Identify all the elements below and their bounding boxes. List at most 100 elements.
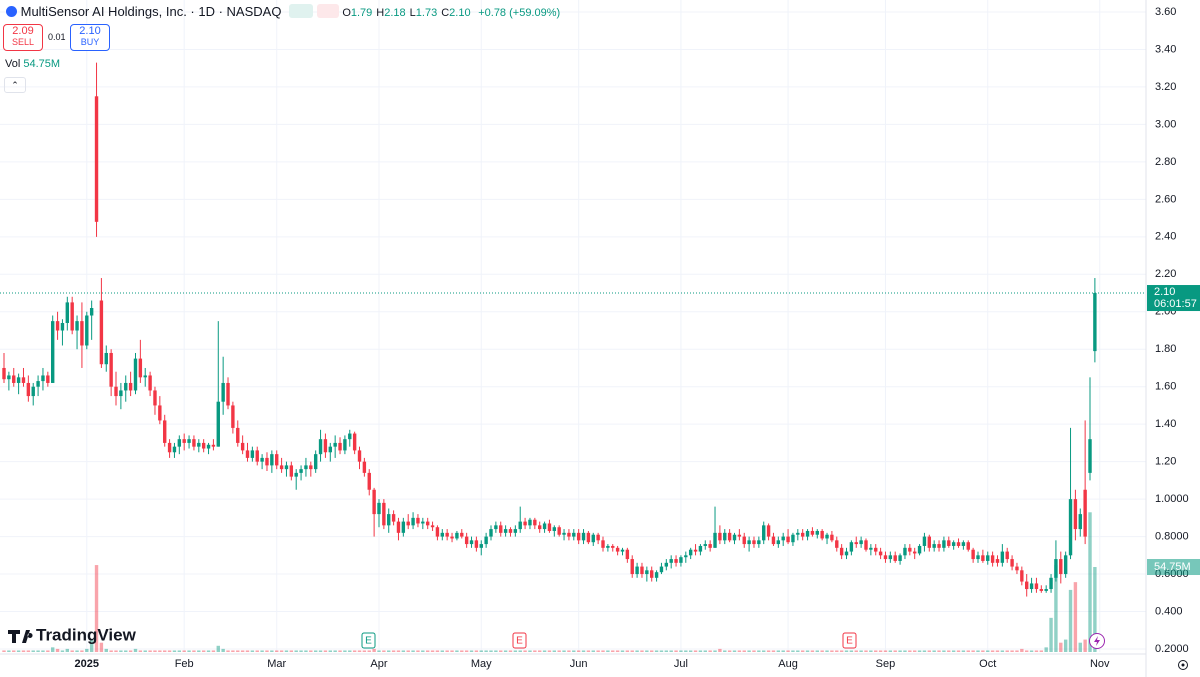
volume-bar	[435, 650, 440, 652]
candle-body	[562, 532, 566, 535]
sell-button[interactable]: 2.09 SELL	[3, 24, 43, 51]
candle-body	[411, 517, 415, 526]
candle-body	[60, 323, 65, 331]
candle-body	[557, 527, 561, 535]
volume-bar	[391, 650, 396, 652]
candle-body	[601, 540, 605, 548]
candle-body	[1083, 489, 1087, 537]
candle-body	[12, 375, 16, 383]
candle-body	[182, 439, 186, 443]
volume-bar	[36, 650, 40, 652]
volume-bar	[2, 650, 6, 652]
volume-bar	[367, 650, 371, 652]
candle-body	[104, 352, 108, 365]
volume-bar	[572, 650, 576, 652]
candle-body	[65, 302, 70, 324]
volume-bar	[187, 650, 191, 652]
candle-body	[245, 450, 250, 458]
candle-body	[357, 450, 362, 462]
volume-bar	[557, 650, 561, 652]
candle-body	[484, 536, 488, 545]
candle-body	[85, 315, 89, 346]
volume-bar	[786, 650, 790, 652]
volume-bar	[16, 650, 21, 652]
volume-bar	[65, 648, 70, 652]
candle-body	[786, 536, 790, 543]
candle-body	[133, 358, 138, 391]
candle-body	[611, 545, 615, 548]
volume-bar	[499, 650, 503, 652]
volume-title: Vol	[5, 58, 21, 70]
status-badge[interactable]	[316, 4, 339, 18]
volume-bar	[124, 650, 128, 652]
candle-body	[893, 555, 897, 561]
volume-bar	[849, 650, 854, 652]
candle-body	[727, 532, 732, 541]
volume-bar	[357, 650, 362, 652]
volume-bar	[328, 650, 332, 652]
candle-body	[114, 386, 118, 397]
volume-bar	[338, 650, 342, 652]
volume-bar	[377, 650, 381, 652]
volume-bar	[703, 650, 707, 652]
x-tick-label: May	[471, 658, 492, 670]
x-tick-label: Aug	[778, 658, 798, 670]
candle-body	[435, 527, 440, 537]
buy-button[interactable]: 2.10 BUY	[70, 24, 110, 51]
candle-body	[167, 442, 172, 453]
candle-body	[323, 439, 328, 453]
candle-body	[586, 532, 591, 543]
candle-body	[201, 442, 206, 449]
candle-body	[75, 321, 79, 331]
volume-bar	[99, 642, 104, 652]
volume-bar	[762, 650, 766, 652]
sell-price: 2.09	[12, 25, 34, 37]
ohlc-legend: O1.79 H2.18 L1.73 C2.10	[342, 7, 474, 19]
volume-bar	[542, 650, 547, 652]
candle-body	[124, 382, 128, 391]
candle-body	[713, 532, 717, 548]
last-price-tag	[1147, 285, 1200, 312]
candle-body	[270, 454, 274, 466]
news-marker[interactable]	[1089, 633, 1105, 649]
candle-body	[640, 566, 644, 575]
candle-body	[693, 549, 698, 552]
candle-body	[591, 534, 595, 543]
candle-body	[659, 566, 664, 573]
volume-bar	[31, 650, 35, 652]
volume-bar	[859, 650, 863, 652]
volume-bar	[1015, 650, 1019, 652]
volume-bar	[1059, 642, 1063, 652]
candle-body	[250, 450, 255, 458]
candle-body	[830, 534, 834, 541]
volume-bar	[742, 650, 746, 652]
volume-bar	[138, 650, 143, 652]
x-tick-label: 2025	[75, 658, 99, 670]
y-tick-label: 2.40	[1155, 231, 1176, 243]
volume-bar	[669, 650, 673, 652]
x-tick-label: Jul	[674, 658, 688, 670]
volume-value: 54.75M	[23, 58, 61, 70]
candle-body	[260, 457, 264, 462]
volume-bar	[956, 650, 961, 652]
event-label: E	[846, 636, 853, 647]
candle-body	[1015, 566, 1019, 571]
y-tick-label: 1.0000	[1155, 493, 1189, 505]
candle-body	[26, 382, 31, 397]
volume-bar	[343, 650, 347, 652]
candle-body	[572, 532, 576, 537]
volume-bar	[562, 650, 566, 652]
event-marker[interactable]: E	[361, 632, 376, 649]
settings-icon[interactable]	[1178, 660, 1188, 670]
status-badge[interactable]	[289, 4, 314, 18]
candle-body	[1010, 559, 1014, 567]
event-marker[interactable]: E	[842, 632, 857, 649]
volume-bar	[406, 650, 410, 652]
candle-body	[221, 382, 225, 402]
volume-bar	[479, 650, 483, 652]
volume-bar	[270, 650, 274, 652]
event-marker[interactable]: E	[512, 632, 527, 649]
volume-bar	[464, 650, 469, 652]
collapse-button[interactable]: ⌃	[4, 77, 26, 93]
candle-body	[771, 536, 776, 545]
